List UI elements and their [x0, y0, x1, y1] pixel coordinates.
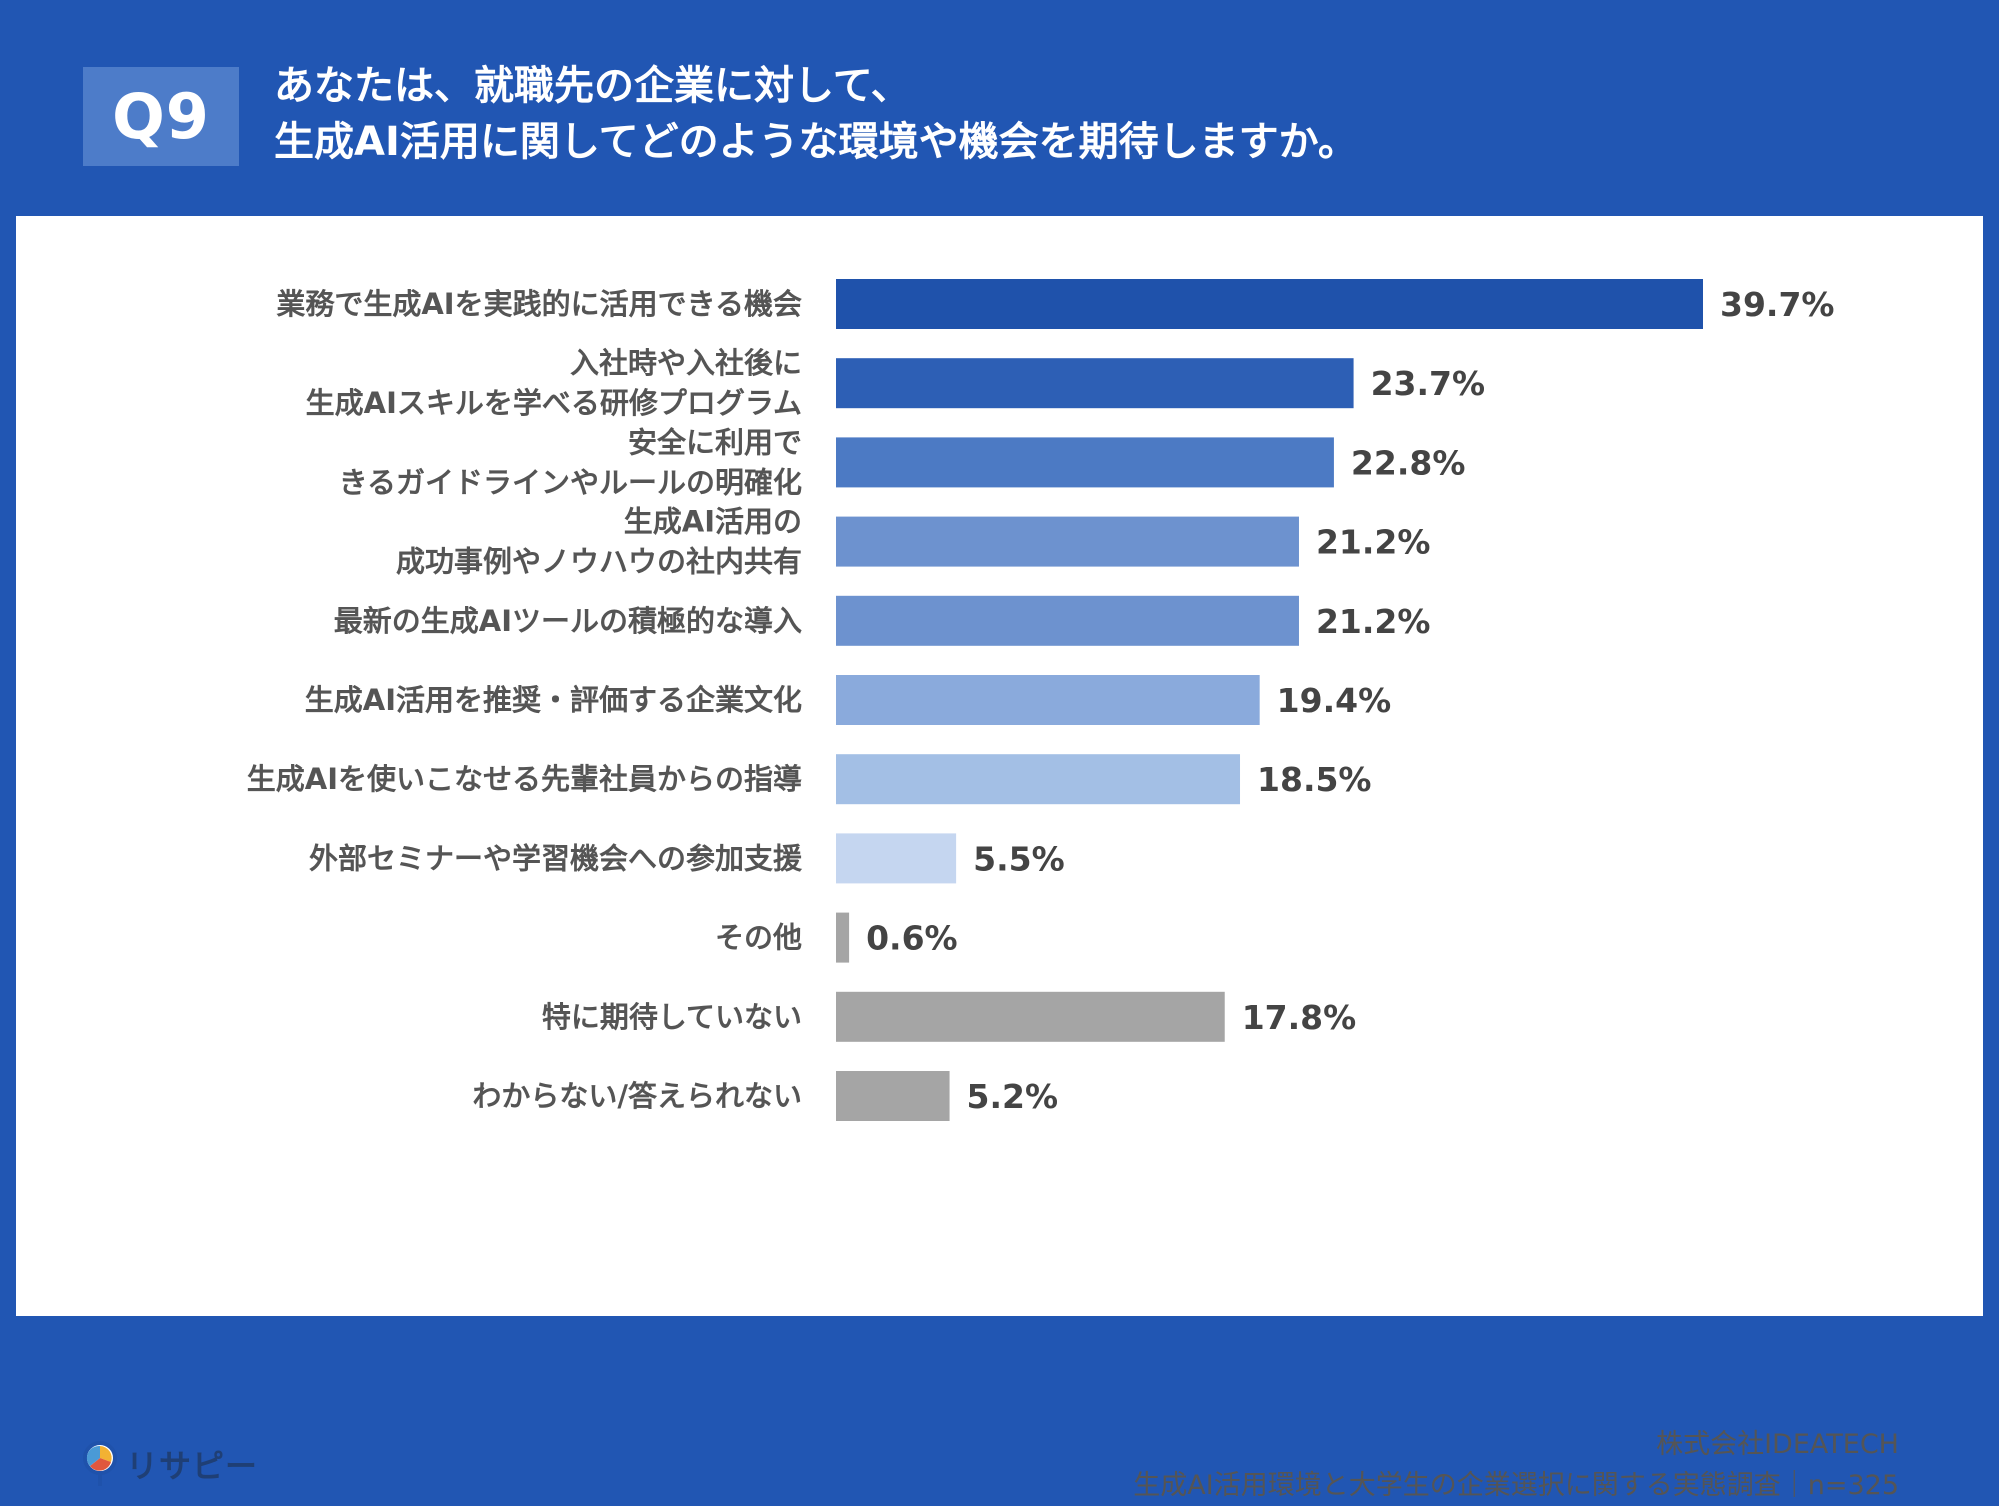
category-label-7: 生成AIを使いこなせる先輩社員からの指導	[247, 762, 802, 796]
value-label-8: 5.5%	[973, 839, 1065, 878]
bar-3	[836, 437, 1334, 488]
value-label-2: 23.7%	[1371, 364, 1486, 403]
value-label-1: 39.7%	[1720, 285, 1835, 324]
question-badge: Q9	[83, 67, 239, 166]
bar-chart: 39.7% 業務で生成AIを実践的に活用できる機会 23.7% 入社時や入社後に生成A…	[247, 279, 1835, 1121]
bar-4	[836, 516, 1299, 567]
brand-logo: リサピー	[80, 1440, 258, 1488]
value-label-10: 17.8%	[1242, 998, 1357, 1037]
bar-1	[836, 279, 1703, 329]
value-label-5: 21.2%	[1316, 602, 1431, 641]
bar-11	[836, 1071, 950, 1121]
category-label-4: 生成AI活用の成功事例やノウハウの社内共有	[396, 505, 802, 579]
value-label-4: 21.2%	[1316, 523, 1431, 562]
chart-panel: 39.7% 業務で生成AIを実践的に活用できる機会 23.7% 入社時や入社後に生成A…	[16, 216, 1983, 1501]
bar-7	[836, 754, 1241, 805]
question-line-2: 生成AI活用に関してどのような環境や機会を期待しますか。	[274, 119, 1358, 165]
bar-9	[836, 912, 850, 963]
category-label-3: 安全に利用できるガイドラインやルールの明確化	[339, 425, 802, 499]
value-label-9: 0.6%	[866, 919, 958, 958]
bar-2	[836, 358, 1354, 409]
value-label-3: 22.8%	[1351, 443, 1466, 482]
bar-8	[836, 833, 957, 884]
category-label-5: 最新の生成AIツールの積極的な導入	[334, 604, 802, 638]
category-label-2: 入社時や入社後に生成AIスキルを学べる研修プログラム	[306, 346, 802, 420]
survey-name: 生成AI活用環境と大学生の企業選択に関する実態調査｜n=325	[1133, 1470, 1899, 1501]
bar-5	[836, 595, 1299, 646]
pin-logo-icon	[83, 1441, 117, 1486]
logo-text: リサピー	[126, 1447, 259, 1485]
category-label-10: 特に期待していない	[542, 1000, 802, 1034]
category-label-9: その他	[715, 921, 802, 955]
question-line-1: あなたは、就職先の企業に対して、	[274, 63, 911, 109]
category-label-1: 業務で生成AIを実践的に活用できる機会	[276, 287, 802, 321]
category-label-11: わからない/答えられない	[472, 1079, 802, 1113]
bar-10	[836, 991, 1225, 1042]
value-label-7: 18.5%	[1257, 760, 1372, 799]
category-label-6: 生成AI活用を推奨・評価する企業文化	[305, 683, 802, 717]
category-label-8: 外部セミナーや学習機会への参加支援	[309, 841, 803, 875]
source-note: 株式会社IDEATECH 生成AI活用環境と大学生の企業選択に関する実態調査｜n…	[899, 1424, 1899, 1506]
value-label-6: 19.4%	[1277, 681, 1392, 720]
value-label-11: 5.2%	[967, 1077, 1059, 1116]
question-title: あなたは、就職先の企業に対して、 生成AI活用に関してどのような環境や機会を期待…	[274, 58, 1924, 170]
company-name: 株式会社IDEATECH	[1656, 1429, 1899, 1460]
bar-6	[836, 675, 1260, 725]
